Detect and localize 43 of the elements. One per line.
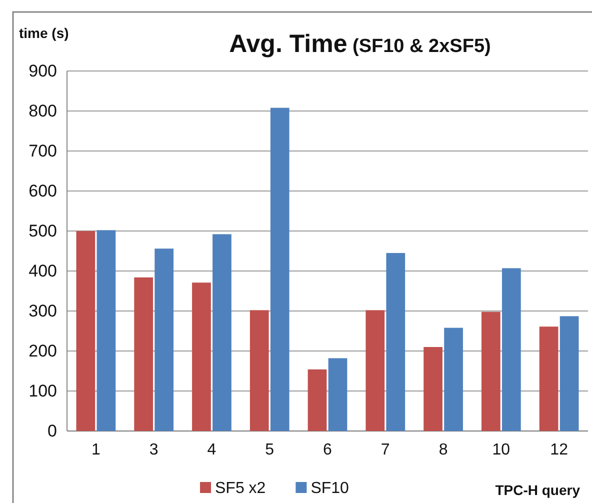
y-tick-label: 600 [28,181,57,200]
bar [366,310,385,431]
bar [192,282,211,431]
legend-label: SF5 x2 [215,480,266,497]
y-tick-label: 200 [28,341,57,360]
bar [386,253,406,431]
bar [250,310,269,431]
x-tick-label: 8 [438,441,448,458]
chart-title: Avg. Time [229,30,348,58]
x-tick-label: 3 [149,441,158,458]
bar [502,268,521,431]
bar [444,328,463,431]
y-tick-label: 400 [28,261,57,280]
y-tick-label: 900 [28,61,57,80]
y-tick-label: 800 [28,101,57,120]
y-axis-title: time (s) [19,25,69,41]
bar [424,347,442,431]
bar [76,231,96,431]
y-tick-label: 700 [28,141,57,160]
bar [96,230,116,431]
bar [270,108,290,431]
bar [154,248,174,431]
x-tick-label: 12 [550,441,568,458]
legend-label: SF10 [310,480,350,497]
y-tick-label: 100 [28,381,57,400]
x-tick-label: 10 [492,441,510,458]
x-axis-title: TPC-H query [495,482,580,498]
x-tick-label: 4 [207,441,216,458]
x-tick-label: 6 [323,441,332,458]
bar [212,234,232,431]
bar [539,326,558,431]
y-tick-label: 0 [48,421,57,440]
y-tick-label: 500 [28,221,57,240]
chart-subtitle: (SF10 & 2xSF5) [347,36,491,57]
y-tick-label: 300 [28,301,57,320]
bar [328,358,348,431]
x-tick-label: 5 [265,441,274,458]
bar [481,312,500,431]
x-tick-label: 7 [380,441,390,458]
bar [134,277,154,431]
x-tick-label: 1 [91,441,100,458]
bar [308,369,327,431]
bar [560,316,579,431]
